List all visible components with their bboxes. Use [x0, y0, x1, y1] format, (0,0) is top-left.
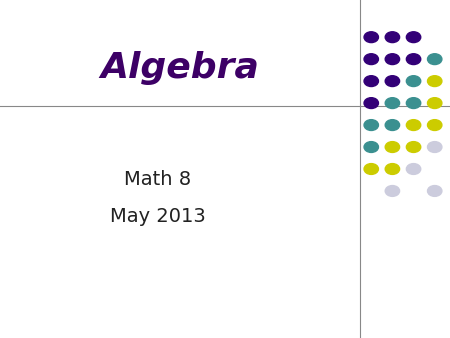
Circle shape — [385, 186, 400, 196]
Circle shape — [406, 76, 421, 87]
Circle shape — [364, 54, 378, 65]
Circle shape — [385, 164, 400, 174]
Circle shape — [428, 98, 442, 108]
Circle shape — [364, 32, 378, 43]
Circle shape — [406, 120, 421, 130]
Circle shape — [364, 164, 378, 174]
Circle shape — [385, 54, 400, 65]
Circle shape — [406, 164, 421, 174]
Circle shape — [385, 120, 400, 130]
Circle shape — [385, 32, 400, 43]
Circle shape — [406, 98, 421, 108]
Circle shape — [406, 54, 421, 65]
Circle shape — [428, 120, 442, 130]
Circle shape — [385, 76, 400, 87]
Circle shape — [364, 76, 378, 87]
Circle shape — [385, 98, 400, 108]
Circle shape — [364, 98, 378, 108]
Circle shape — [428, 186, 442, 196]
Circle shape — [428, 142, 442, 152]
Circle shape — [385, 142, 400, 152]
Circle shape — [364, 120, 378, 130]
Circle shape — [428, 76, 442, 87]
Text: Math 8: Math 8 — [124, 170, 191, 189]
Circle shape — [406, 142, 421, 152]
Circle shape — [428, 54, 442, 65]
Circle shape — [406, 32, 421, 43]
Text: May 2013: May 2013 — [110, 207, 205, 226]
Circle shape — [364, 142, 378, 152]
Text: Algebra: Algebra — [100, 51, 260, 84]
